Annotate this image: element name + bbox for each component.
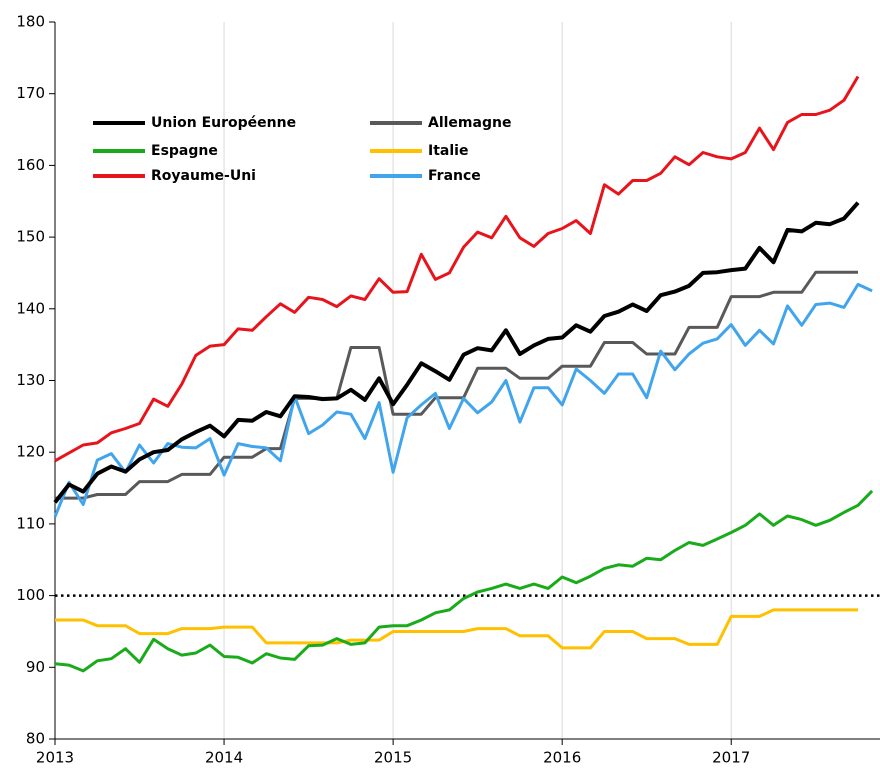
x-tick-label: 2017 bbox=[712, 749, 750, 767]
legend-label: Royaume-Uni bbox=[151, 168, 256, 184]
legend-label: France bbox=[428, 168, 481, 184]
x-tick-label: 2014 bbox=[205, 749, 243, 767]
legend-label: Allemagne bbox=[428, 115, 511, 131]
series-line bbox=[55, 608, 858, 650]
y-tick-label: 180 bbox=[16, 13, 45, 31]
y-tick-label: 120 bbox=[16, 443, 45, 461]
y-tick-label: 150 bbox=[16, 228, 45, 246]
series-line bbox=[53, 201, 860, 504]
x-tick-label: 2015 bbox=[374, 749, 412, 767]
series-line bbox=[55, 270, 858, 500]
y-tick-label: 140 bbox=[16, 299, 45, 317]
y-tick-label: 130 bbox=[16, 371, 45, 389]
legend-label: Union Européenne bbox=[151, 115, 296, 131]
y-tick-label: 110 bbox=[16, 514, 45, 532]
x-tick-label: 2016 bbox=[543, 749, 581, 767]
legend-label: Italie bbox=[428, 143, 468, 159]
y-tick-label: 80 bbox=[26, 730, 45, 748]
y-tick-label: 170 bbox=[16, 84, 45, 102]
series-line bbox=[53, 282, 873, 518]
legend-label: Espagne bbox=[151, 143, 218, 159]
y-tick-label: 100 bbox=[16, 586, 45, 604]
series-line bbox=[54, 489, 874, 673]
x-tick-label: 2013 bbox=[36, 749, 74, 767]
y-tick-label: 160 bbox=[16, 156, 45, 174]
y-tick-label: 90 bbox=[26, 658, 45, 676]
series-line bbox=[54, 75, 860, 463]
